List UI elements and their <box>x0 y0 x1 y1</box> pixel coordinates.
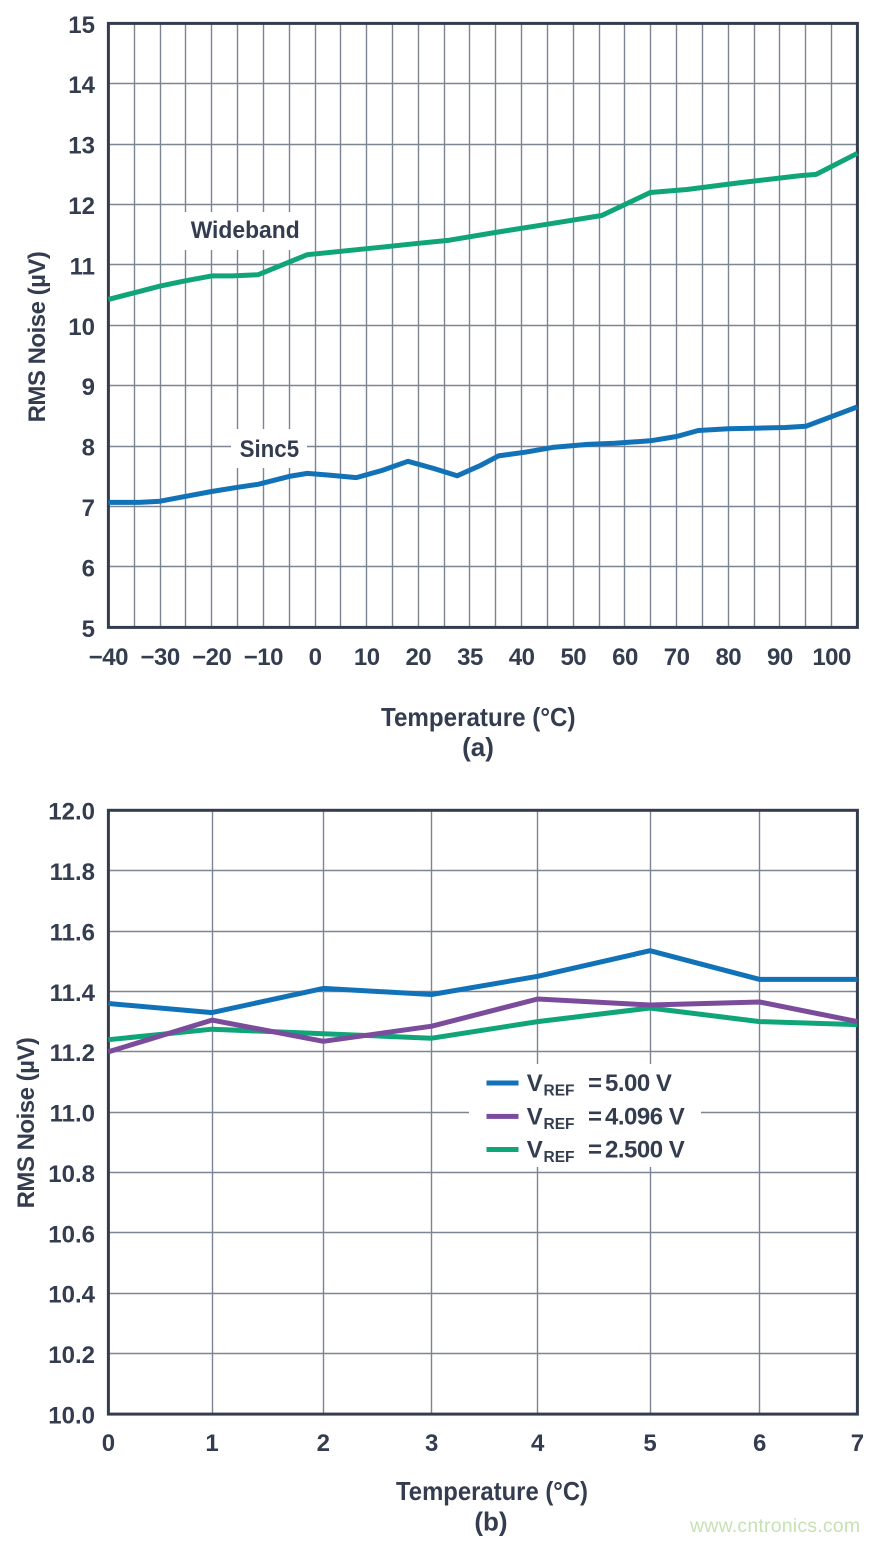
svg-text:7: 7 <box>851 1430 864 1457</box>
svg-text:(a): (a) <box>462 732 494 762</box>
svg-text:100: 100 <box>812 644 851 671</box>
svg-text:12: 12 <box>68 193 95 220</box>
svg-text:−40: −40 <box>89 644 128 671</box>
svg-text:4: 4 <box>531 1430 545 1457</box>
svg-text:=: = <box>588 1137 602 1164</box>
svg-text:11.2: 11.2 <box>50 1040 95 1067</box>
svg-text:5: 5 <box>643 1430 656 1457</box>
svg-text:12.0: 12.0 <box>48 799 95 826</box>
svg-text:3: 3 <box>425 1430 438 1457</box>
svg-text:−20: −20 <box>192 644 231 671</box>
svg-text:V: V <box>527 1137 543 1164</box>
svg-text:0: 0 <box>102 1430 115 1457</box>
svg-text:2: 2 <box>317 1430 330 1457</box>
svg-text:REF: REF <box>544 1083 575 1100</box>
svg-text:10: 10 <box>354 644 380 671</box>
svg-text:www.cntronics.com: www.cntronics.com <box>689 1515 860 1537</box>
svg-text:90: 90 <box>767 644 793 671</box>
svg-text:5: 5 <box>82 616 95 643</box>
svg-text:Temperature (°C): Temperature (°C) <box>381 702 576 732</box>
svg-text:11.4: 11.4 <box>50 980 96 1007</box>
svg-text:0: 0 <box>309 644 322 671</box>
svg-text:9: 9 <box>82 374 95 401</box>
svg-text:Temperature (°C): Temperature (°C) <box>396 1476 588 1506</box>
svg-text:REF: REF <box>544 1149 575 1166</box>
svg-text:1: 1 <box>205 1430 218 1457</box>
svg-text:RMS Noise (µV): RMS Noise (µV) <box>24 252 51 423</box>
svg-text:60: 60 <box>612 644 638 671</box>
svg-text:Sinc5: Sinc5 <box>240 436 300 463</box>
svg-text:10.8: 10.8 <box>48 1161 95 1188</box>
svg-text:10.2: 10.2 <box>48 1342 95 1369</box>
svg-text:REF: REF <box>544 1116 575 1133</box>
svg-text:V: V <box>527 1104 543 1131</box>
svg-text:8: 8 <box>82 435 95 462</box>
svg-text:6: 6 <box>753 1430 766 1457</box>
svg-text:70: 70 <box>664 644 690 671</box>
svg-text:11: 11 <box>70 253 95 280</box>
svg-text:4.096 V: 4.096 V <box>605 1104 685 1131</box>
svg-text:40: 40 <box>509 644 535 671</box>
svg-text:10.0: 10.0 <box>48 1403 95 1430</box>
svg-text:=: = <box>588 1104 602 1131</box>
svg-text:35: 35 <box>457 644 483 671</box>
svg-text:=: = <box>588 1070 602 1097</box>
svg-text:7: 7 <box>82 495 95 522</box>
svg-text:50: 50 <box>560 644 586 671</box>
svg-text:RMS Noise (µV): RMS Noise (µV) <box>13 1038 40 1209</box>
svg-text:11.8: 11.8 <box>50 859 95 886</box>
svg-text:−30: −30 <box>140 644 179 671</box>
svg-text:Wideband: Wideband <box>191 217 300 244</box>
svg-text:11.0: 11.0 <box>50 1101 95 1128</box>
svg-text:(b): (b) <box>474 1507 507 1537</box>
svg-text:10: 10 <box>68 314 95 341</box>
svg-text:10.4: 10.4 <box>48 1282 95 1309</box>
svg-text:15: 15 <box>68 12 95 39</box>
svg-text:20: 20 <box>405 644 431 671</box>
svg-text:−10: −10 <box>244 644 283 671</box>
svg-text:2.500 V: 2.500 V <box>605 1137 685 1164</box>
svg-text:5.00 V: 5.00 V <box>605 1070 672 1097</box>
svg-text:80: 80 <box>715 644 741 671</box>
svg-text:13: 13 <box>68 133 95 160</box>
svg-text:11.6: 11.6 <box>50 920 95 947</box>
svg-text:6: 6 <box>82 555 95 582</box>
svg-text:10.6: 10.6 <box>48 1221 95 1248</box>
svg-text:14: 14 <box>68 72 95 99</box>
svg-text:V: V <box>527 1070 543 1097</box>
